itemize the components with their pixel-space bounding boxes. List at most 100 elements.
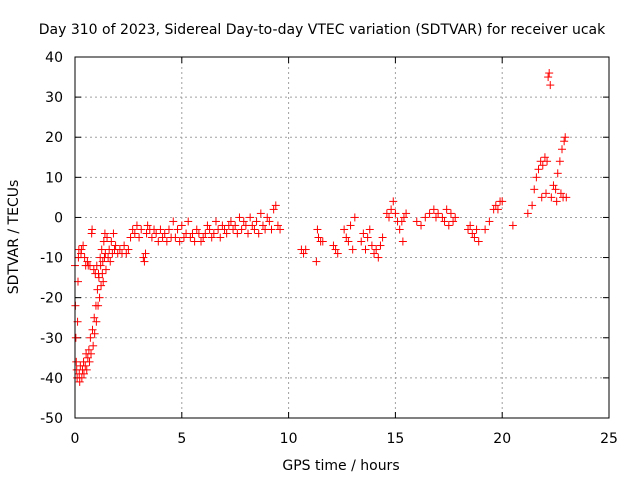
data-point	[94, 273, 103, 282]
grid-lines	[75, 57, 609, 418]
data-point	[250, 225, 259, 234]
data-point	[233, 229, 242, 238]
data-point	[132, 221, 141, 230]
data-point	[85, 261, 94, 270]
data-point	[528, 201, 537, 210]
data-point	[75, 377, 84, 386]
data-point	[350, 213, 359, 222]
data-point	[491, 201, 500, 210]
data-point	[77, 373, 86, 382]
data-point	[147, 233, 156, 242]
data-point	[552, 197, 561, 206]
data-point	[135, 233, 144, 242]
data-point	[314, 233, 323, 242]
data-point	[109, 229, 118, 238]
data-point	[169, 217, 178, 226]
data-point	[87, 349, 96, 358]
data-point	[192, 225, 201, 234]
data-point	[558, 145, 567, 154]
data-point	[106, 257, 115, 266]
data-point	[177, 221, 186, 230]
data-point	[553, 169, 562, 178]
data-point	[90, 313, 99, 322]
x-tick-label: 15	[386, 431, 404, 447]
data-point	[546, 81, 555, 90]
data-point	[312, 257, 321, 266]
data-point	[389, 197, 398, 206]
data-point	[551, 185, 560, 194]
x-tick-label: 25	[600, 431, 618, 447]
data-point	[244, 229, 253, 238]
data-point	[79, 241, 88, 250]
data-point	[534, 165, 543, 174]
data-point	[103, 233, 112, 242]
data-point	[333, 249, 342, 258]
data-point	[273, 221, 282, 230]
data-point	[498, 197, 507, 206]
data-point	[222, 229, 231, 238]
data-point	[357, 237, 366, 246]
data-point	[175, 237, 184, 246]
data-point	[387, 205, 396, 214]
data-point	[115, 245, 124, 254]
data-point	[99, 237, 108, 246]
data-point	[556, 189, 565, 198]
data-point	[361, 245, 370, 254]
data-point	[464, 225, 473, 234]
data-point	[391, 209, 400, 218]
data-point	[363, 233, 372, 242]
data-point	[440, 217, 449, 226]
data-point	[263, 213, 272, 222]
data-point	[142, 229, 151, 238]
data-point	[429, 205, 438, 214]
data-point	[547, 193, 556, 202]
data-point	[466, 221, 475, 230]
y-tick-label: 40	[45, 50, 63, 66]
data-point	[384, 213, 393, 222]
data-point	[346, 221, 355, 230]
data-point	[532, 173, 541, 182]
data-point	[378, 233, 387, 242]
plot-frame	[74, 56, 610, 419]
y-tick-label: -10	[40, 251, 63, 267]
data-point	[99, 277, 108, 286]
data-point	[246, 213, 255, 222]
y-tick-label: 10	[45, 170, 63, 186]
data-point	[538, 161, 547, 170]
data-point	[128, 225, 137, 234]
data-point	[101, 249, 110, 258]
data-point	[199, 233, 208, 242]
data-point	[98, 257, 107, 266]
data-point	[468, 229, 477, 238]
data-point	[370, 249, 379, 258]
data-point	[124, 245, 133, 254]
data-point	[141, 249, 150, 258]
data-point	[537, 193, 546, 202]
data-point	[82, 365, 91, 374]
data-point	[372, 245, 381, 254]
x-tick-label: 20	[493, 431, 511, 447]
data-point	[94, 301, 103, 310]
data-point	[205, 225, 214, 234]
data-point	[231, 221, 240, 230]
data-point	[98, 269, 107, 278]
x-tick-label: 10	[280, 431, 298, 447]
data-point	[402, 209, 411, 218]
data-point	[80, 253, 89, 262]
data-point	[77, 245, 86, 254]
data-point	[160, 229, 169, 238]
data-point	[97, 281, 106, 290]
data-point	[417, 221, 426, 230]
data-point	[481, 225, 490, 234]
data-point	[95, 293, 104, 302]
data-point	[434, 209, 443, 218]
data-point	[299, 249, 308, 258]
data-point	[158, 233, 167, 242]
data-point	[555, 157, 564, 166]
data-point	[71, 333, 80, 342]
data-point	[211, 217, 220, 226]
x-tick-label: 5	[177, 431, 186, 447]
data-point	[92, 317, 101, 326]
data-point	[258, 221, 267, 230]
